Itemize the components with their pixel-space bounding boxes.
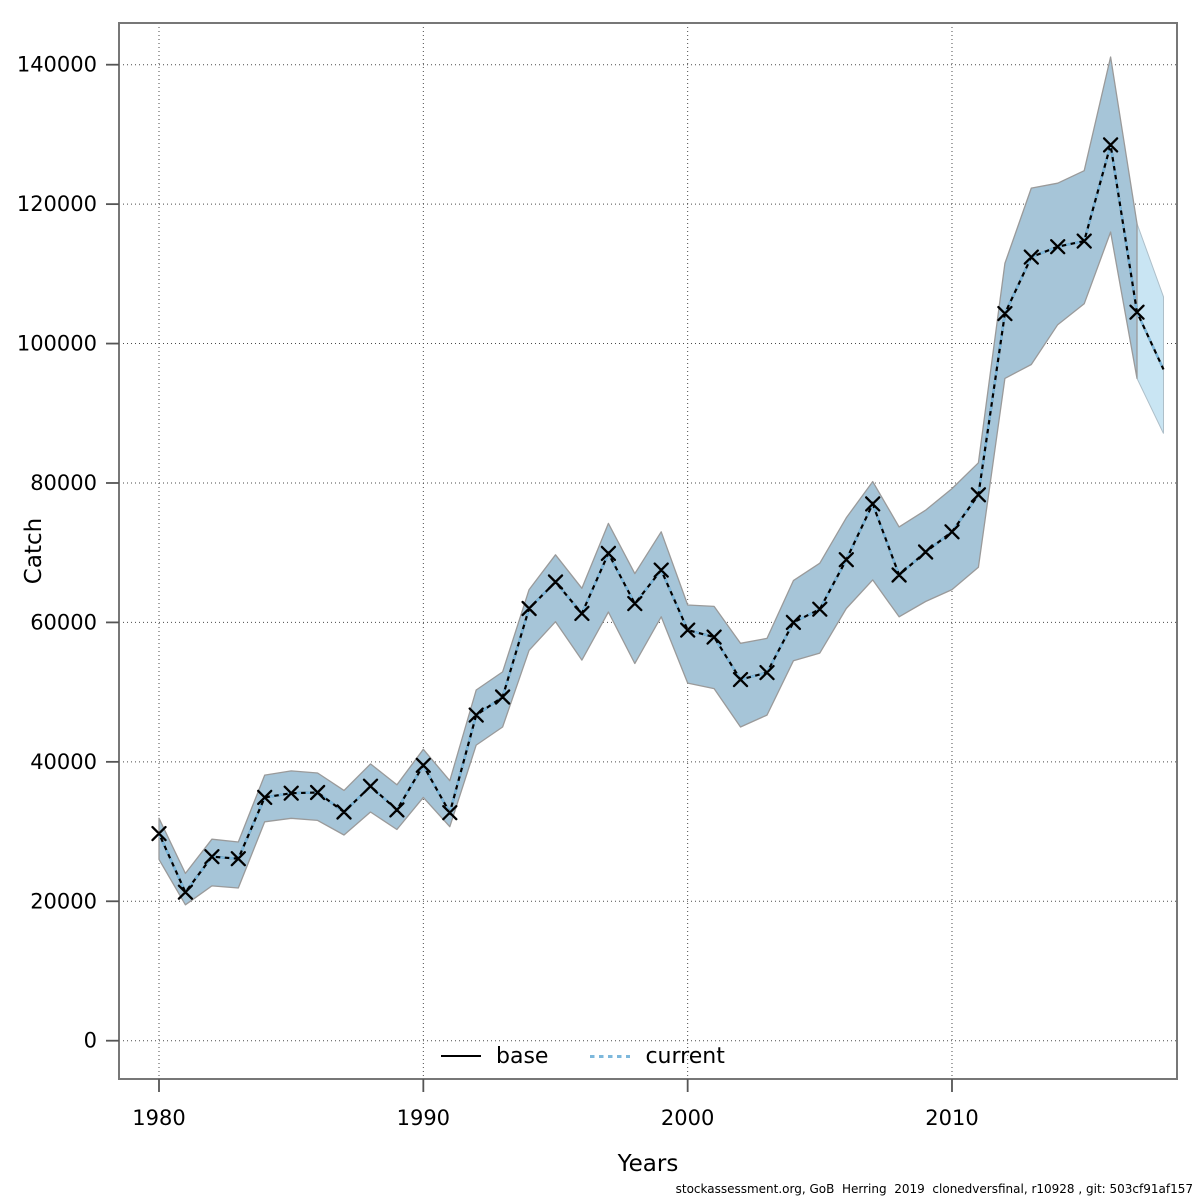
legend-label-base: base	[496, 1043, 549, 1069]
x-tick-label: 1990	[397, 1106, 450, 1130]
y-tick-label: 120000	[17, 192, 97, 216]
source-caption: stockassessment.org, GoB Herring 2019 cl…	[675, 1182, 1193, 1196]
confidence-band	[158, 56, 1138, 906]
legend-item-base: base	[441, 1044, 548, 1069]
y-tick-label: 40000	[30, 750, 97, 774]
y-tick-label: 140000	[17, 53, 97, 77]
current-line	[157, 144, 1165, 895]
y-tick-label: 0	[84, 1029, 97, 1053]
x-tick-label: 2000	[661, 1106, 714, 1130]
y-tick-label: 60000	[30, 610, 97, 634]
current-line-swatch	[590, 1054, 631, 1058]
legend: base current	[441, 1043, 725, 1069]
y-tick-label: 80000	[30, 471, 97, 495]
y-tick-label: 100000	[17, 332, 97, 356]
plot-border	[118, 22, 1178, 1080]
legend-label-current: current	[645, 1043, 725, 1069]
x-tick-label: 1980	[132, 1106, 185, 1130]
x-axis-title: Years	[617, 1151, 679, 1177]
legend-item-current: current	[590, 1043, 725, 1069]
y-tick-label: 20000	[30, 889, 97, 913]
y-axis-title: Catch	[21, 517, 47, 585]
data-point-markers	[151, 137, 1145, 900]
x-tick-label: 2010	[925, 1106, 978, 1130]
base-line-swatch	[441, 1055, 481, 1057]
